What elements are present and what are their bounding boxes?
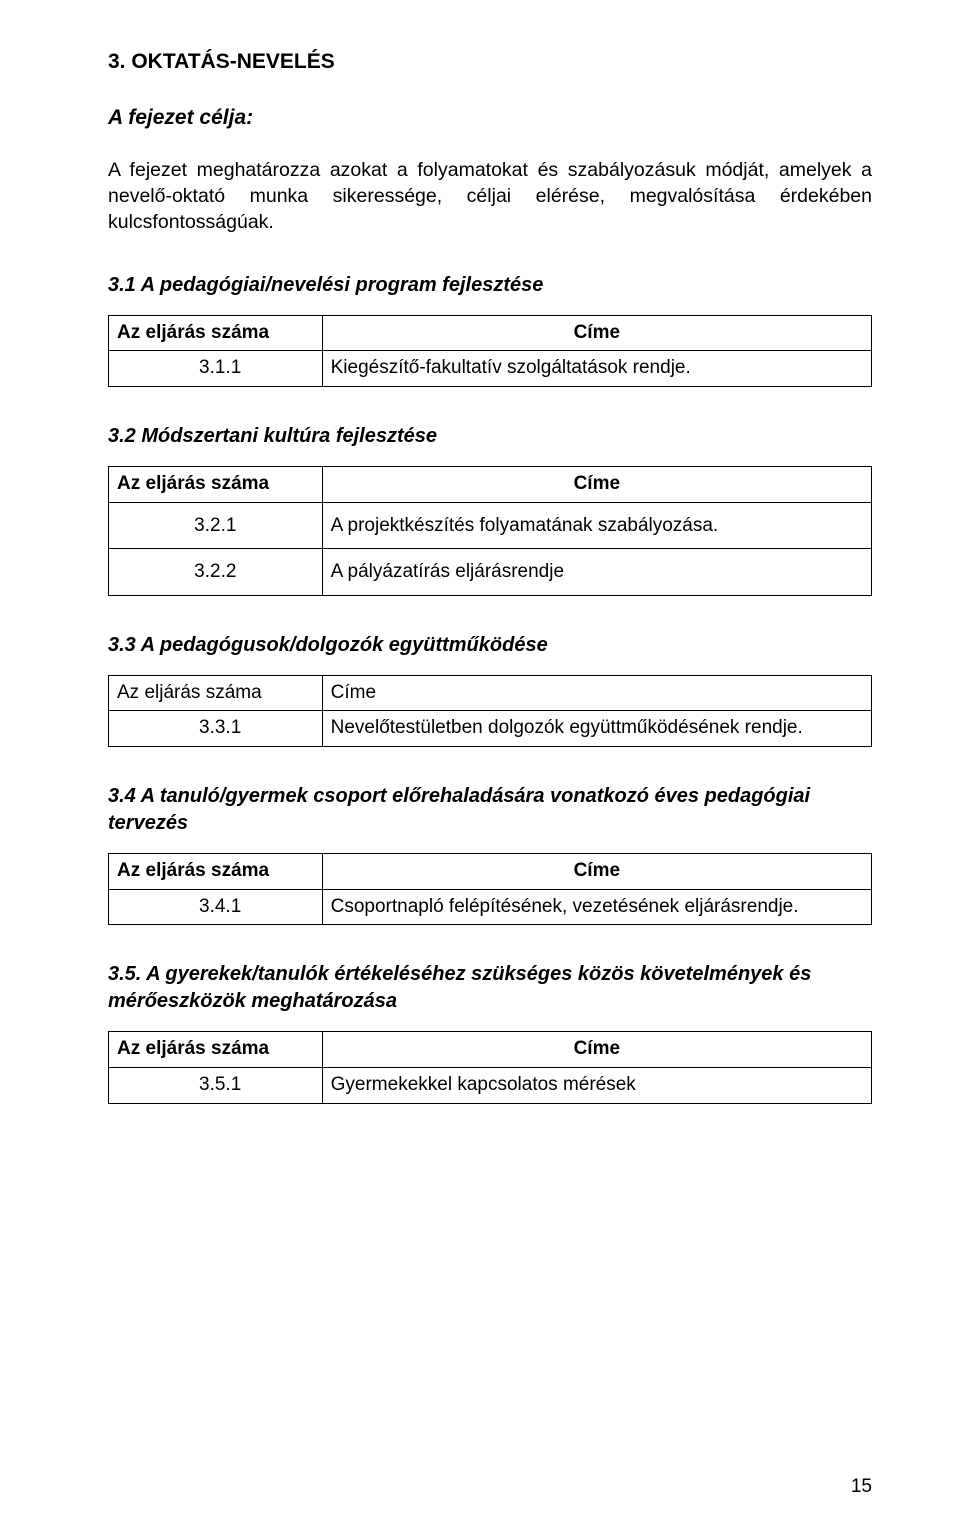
section-3-3-heading: 3.3 A pedagógusok/dolgozók együttműködés… [108,632,872,659]
table-header-row: Az eljárás száma Címe [109,315,872,351]
table-header-row: Az eljárás száma Címe [109,1032,872,1068]
row-text: Nevelőtestületben dolgozók együttműködés… [322,711,871,747]
col-eljaras-szama: Az eljárás száma [109,854,323,890]
section-3-4-heading: 3.4 A tanuló/gyermek csoport előrehaladá… [108,783,872,837]
table-row: 3.4.1 Csoportnapló felépítésének, vezeté… [109,889,872,925]
table-row: 3.3.1 Nevelőtestületben dolgozók együttm… [109,711,872,747]
row-text: Csoportnapló felépítésének, vezetésének … [322,889,871,925]
col-cime: Címe [322,466,871,502]
row-number: 3.2.1 [109,502,323,549]
table-row: 3.5.1 Gyermekekkel kapcsolatos mérések [109,1068,872,1104]
row-text: Gyermekekkel kapcsolatos mérések [322,1068,871,1104]
row-number: 3.5.1 [109,1068,323,1104]
col-cime: Címe [322,675,871,711]
section-3-1-heading: 3.1 A pedagógiai/nevelési program fejles… [108,272,872,299]
col-eljaras-szama: Az eljárás száma [109,1032,323,1068]
table-header-row: Az eljárás száma Címe [109,854,872,890]
row-number: 3.1.1 [109,351,323,387]
table-3-5: Az eljárás száma Címe 3.5.1 Gyermekekkel… [108,1031,872,1103]
col-cime: Címe [322,854,871,890]
row-text: A projektkészítés folyamatának szabályoz… [322,502,871,549]
col-eljaras-szama: Az eljárás száma [109,315,323,351]
row-number: 3.3.1 [109,711,323,747]
row-text: Kiegészítő-fakultatív szolgáltatások ren… [322,351,871,387]
table-header-row: Az eljárás száma Címe [109,466,872,502]
page-title: 3. OKTATÁS-NEVELÉS [108,48,872,76]
page-number: 15 [851,1474,872,1500]
table-row: 3.1.1 Kiegészítő-fakultatív szolgáltatás… [109,351,872,387]
section-subtitle: A fejezet célja: [108,104,872,132]
table-3-4: Az eljárás száma Címe 3.4.1 Csoportnapló… [108,853,872,925]
table-3-1: Az eljárás száma Címe 3.1.1 Kiegészítő-f… [108,315,872,387]
col-cime: Címe [322,1032,871,1068]
row-number: 3.2.2 [109,549,323,596]
col-eljaras-szama: Az eljárás száma [109,466,323,502]
col-cime: Címe [322,315,871,351]
section-3-5-heading: 3.5. A gyerekek/tanulók értékeléséhez sz… [108,961,872,1015]
table-row: 3.2.1 A projektkészítés folyamatának sza… [109,502,872,549]
row-text: A pályázatírás eljárásrendje [322,549,871,596]
table-header-row: Az eljárás száma Címe [109,675,872,711]
section-3-2-heading: 3.2 Módszertani kultúra fejlesztése [108,423,872,450]
table-3-2: Az eljárás száma Címe 3.2.1 A projektkés… [108,466,872,596]
col-eljaras-szama: Az eljárás száma [109,675,323,711]
table-row: 3.2.2 A pályázatírás eljárásrendje [109,549,872,596]
row-number: 3.4.1 [109,889,323,925]
intro-paragraph: A fejezet meghatározza azokat a folyamat… [108,157,872,236]
table-3-3: Az eljárás száma Címe 3.3.1 Nevelőtestül… [108,675,872,747]
